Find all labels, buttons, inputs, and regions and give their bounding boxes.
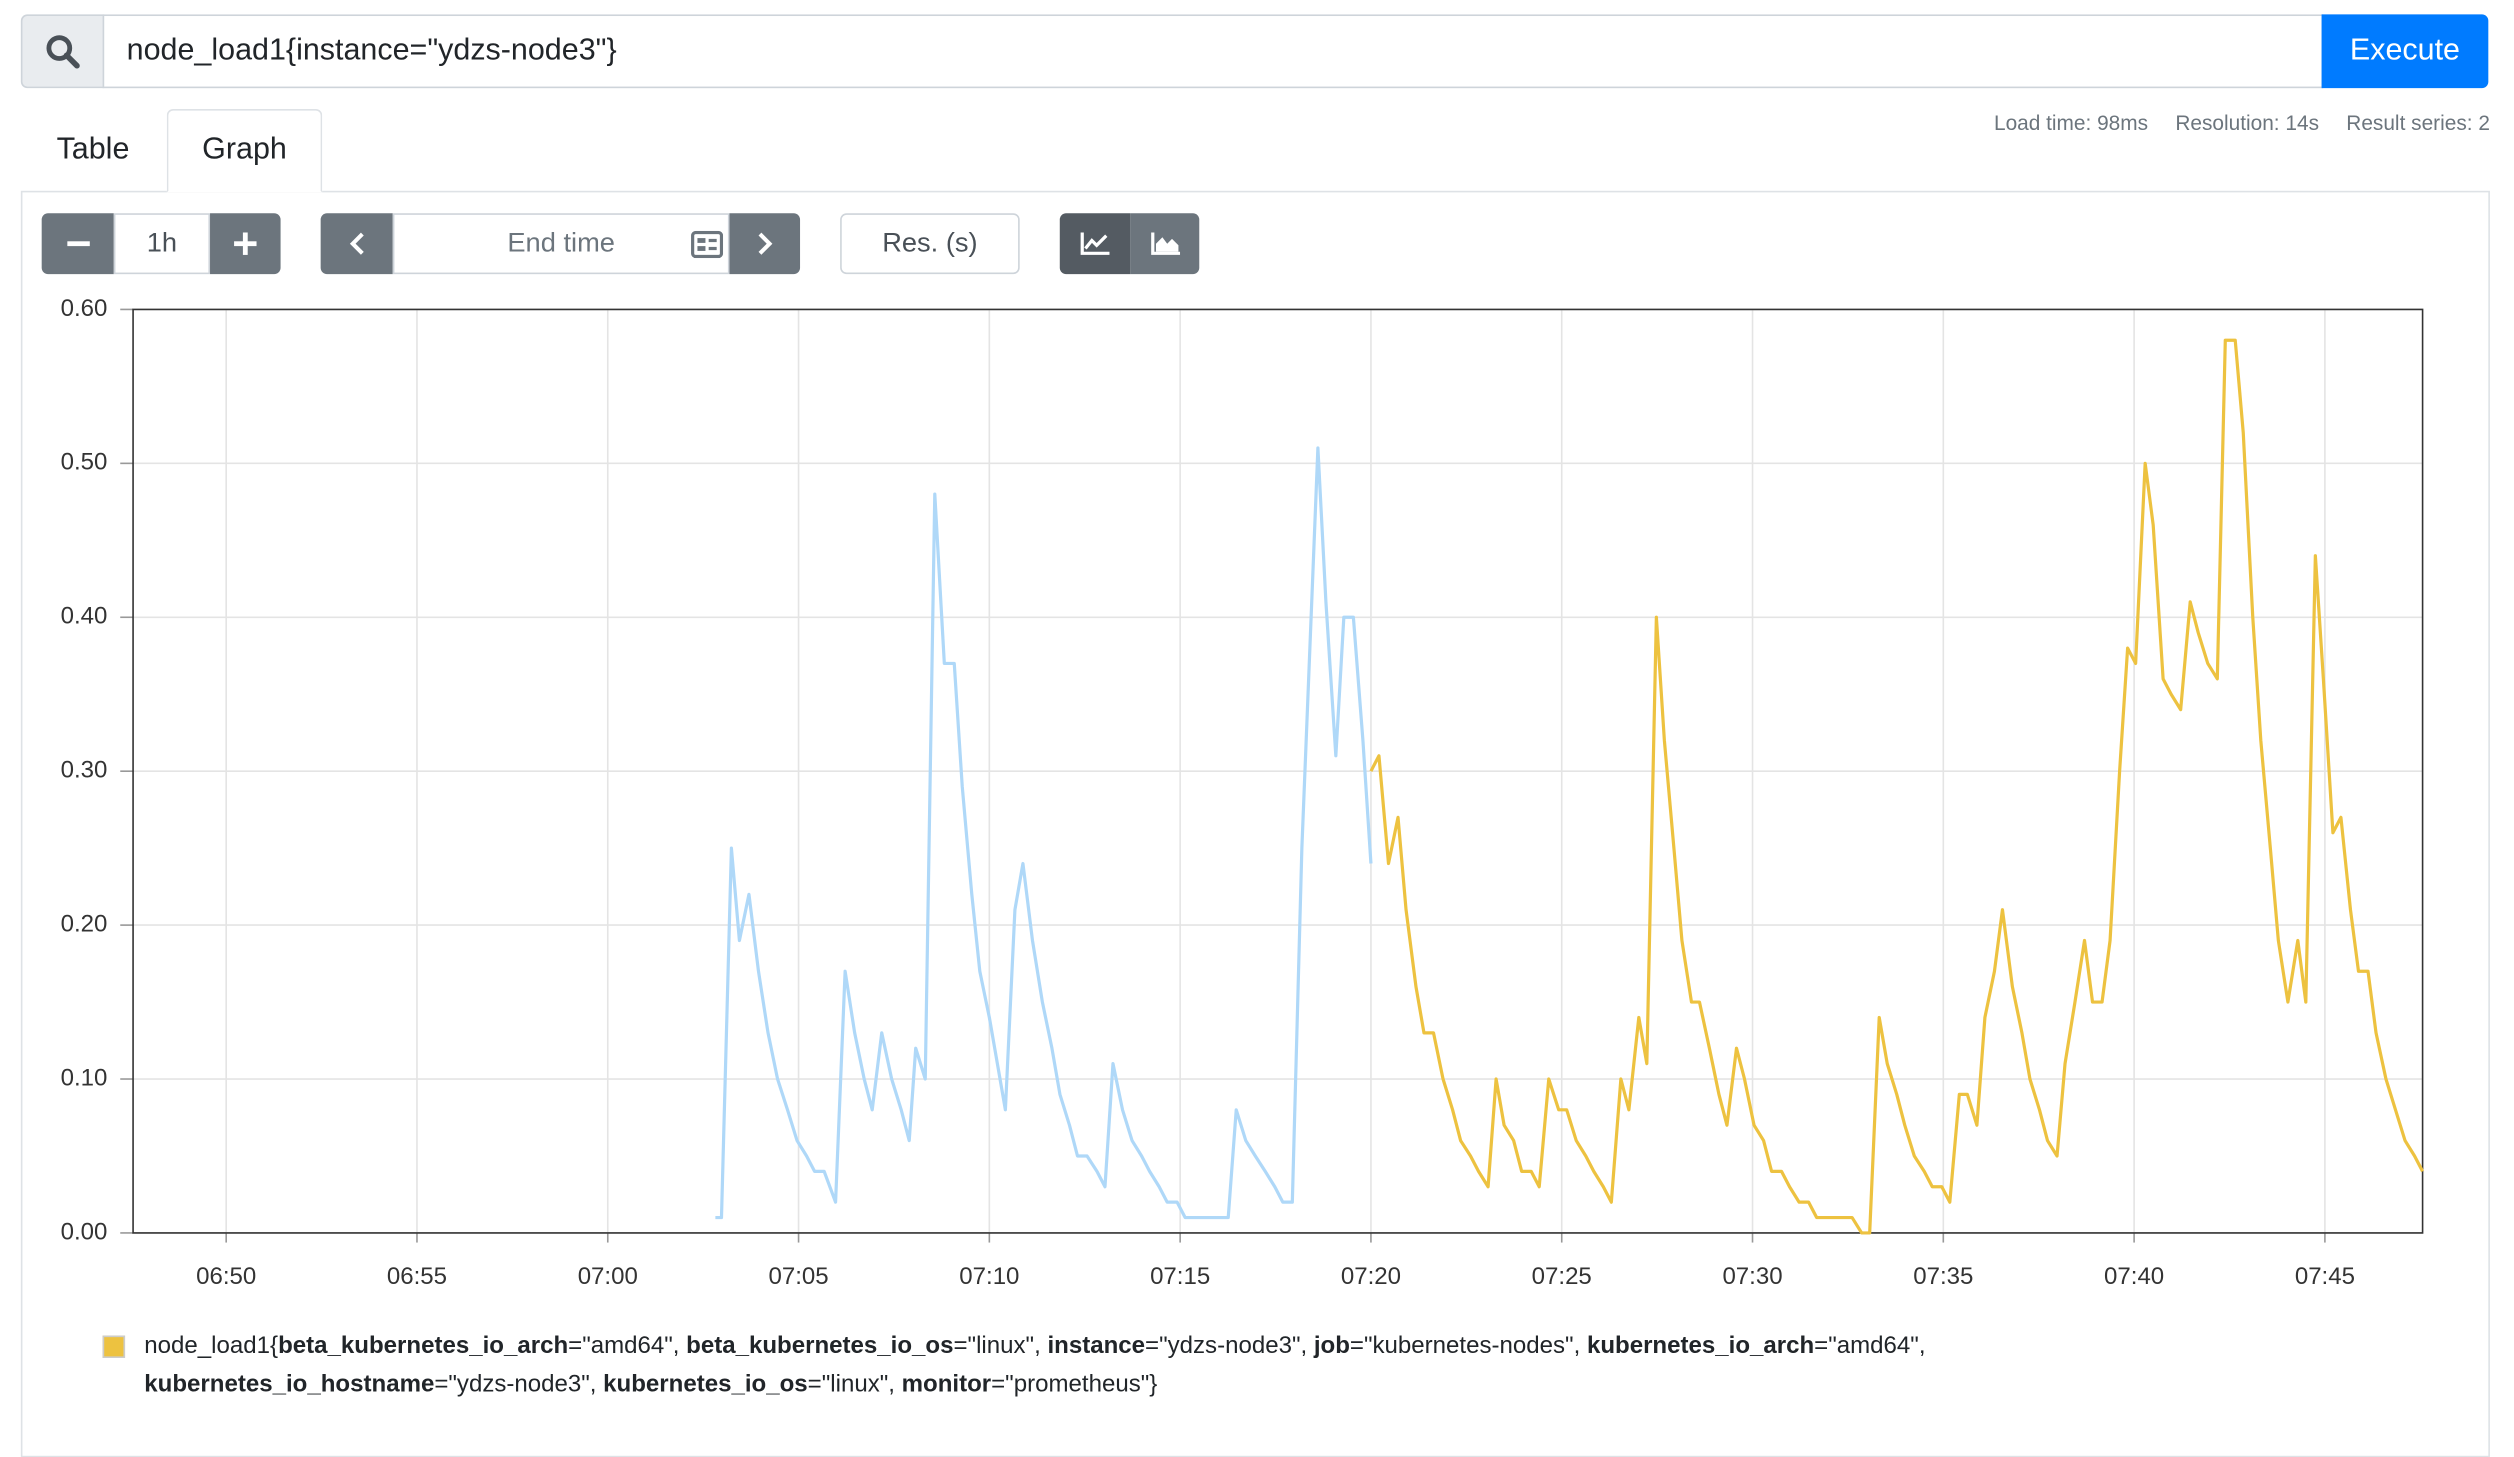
load-time: Load time: 98ms xyxy=(1993,110,2149,135)
y-tick-label: 0.00 xyxy=(61,1218,108,1245)
end-time-placeholder: End time xyxy=(507,227,615,259)
increase-range-button[interactable] xyxy=(210,213,281,275)
legend: node_load1{beta_kubernetes_io_arch="amd6… xyxy=(102,1328,2171,1405)
x-tick-label: 07:40 xyxy=(2104,1263,2164,1290)
x-tick-label: 07:10 xyxy=(959,1263,1019,1290)
next-button[interactable] xyxy=(729,213,801,275)
chart: 0.00 0.10 0.20 0.30 0.40 0.50 0.60 06:50 06:55 07… xyxy=(61,295,2425,1290)
x-tick-label: 07:20 xyxy=(1341,1263,1401,1290)
series-line xyxy=(1369,338,2425,1235)
y-tick-label: 0.30 xyxy=(61,757,108,784)
x-tick-label: 07:15 xyxy=(1150,1263,1210,1290)
result-series: Result series: 2 xyxy=(2346,110,2490,135)
plot-border xyxy=(132,308,2424,1234)
x-tick-label: 06:50 xyxy=(196,1263,256,1290)
legend-label: node_load1{beta_kubernetes_io_arch="amd6… xyxy=(144,1332,1926,1399)
legend-item[interactable]: node_load1{beta_kubernetes_io_arch="amd6… xyxy=(102,1328,2171,1405)
chevron-right-icon xyxy=(758,232,773,255)
x-tick-label: 07:25 xyxy=(1532,1263,1592,1290)
y-tick-label: 0.10 xyxy=(61,1064,108,1091)
table-tab[interactable]: Table xyxy=(56,133,130,167)
area-chart-icon xyxy=(1150,232,1180,255)
y-tick-label: 0.60 xyxy=(61,295,108,322)
stacked-mode-button[interactable] xyxy=(1130,213,1200,275)
minus-icon xyxy=(66,241,89,247)
chevron-left-icon xyxy=(349,232,363,255)
end-time-input[interactable]: End time xyxy=(392,213,730,275)
resolution: Resolution: 14s xyxy=(2175,110,2320,135)
x-tick-label: 07:30 xyxy=(1722,1263,1782,1290)
previous-button[interactable] xyxy=(320,213,393,275)
search-icon xyxy=(20,14,105,89)
x-tick-label: 07:45 xyxy=(2295,1263,2355,1290)
y-tick-label: 0.50 xyxy=(61,449,108,476)
y-tick-label: 0.20 xyxy=(61,910,108,937)
magnifier-icon xyxy=(46,35,80,69)
plus-icon xyxy=(234,232,257,255)
execute-button[interactable]: Execute xyxy=(2321,14,2489,89)
x-tick-label: 07:35 xyxy=(1913,1263,1973,1290)
calendar-icon xyxy=(691,230,724,259)
legend-swatch xyxy=(102,1335,126,1358)
line-mode-button[interactable] xyxy=(1059,213,1131,275)
series-line xyxy=(715,446,1373,1220)
y-tick-label: 0.40 xyxy=(61,603,108,630)
x-tick-label: 06:55 xyxy=(387,1263,447,1290)
query-stats: Load time: 98ms Resolution: 14s Result s… xyxy=(1994,111,2490,135)
graph-tab[interactable]: Graph xyxy=(166,109,323,193)
query-input[interactable]: node_load1{instance="ydzs-node3"} xyxy=(102,14,2324,89)
line-chart-icon xyxy=(1080,232,1110,255)
resolution-input[interactable]: Res. (s) xyxy=(840,213,1020,275)
range-input[interactable]: 1h xyxy=(113,213,211,275)
decrease-range-button[interactable] xyxy=(41,213,114,275)
x-tick-label: 07:00 xyxy=(578,1263,638,1290)
x-tick-label: 07:05 xyxy=(768,1263,828,1290)
